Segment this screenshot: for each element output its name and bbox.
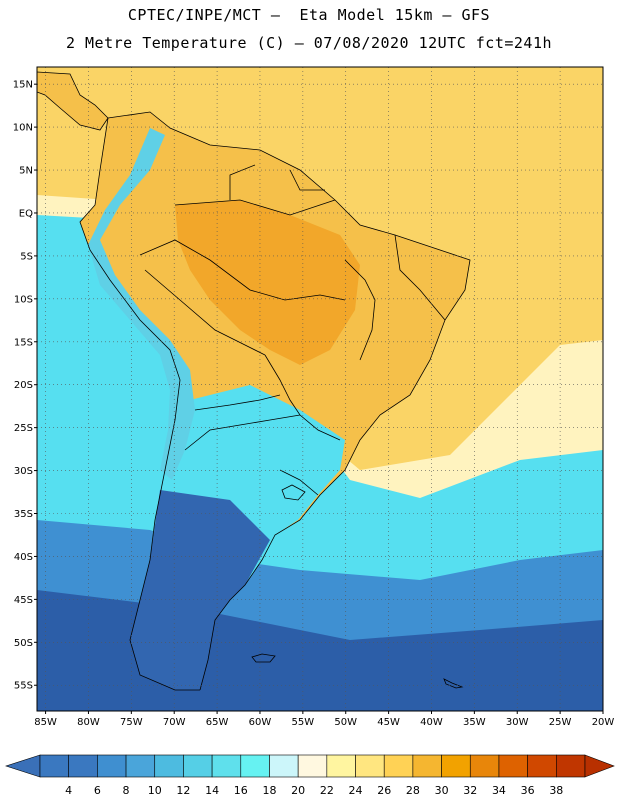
colorbar-label: 36 <box>521 784 535 797</box>
lat-tick-label: 20S <box>14 380 33 391</box>
lon-tick-label: 60W <box>249 717 272 728</box>
colorbar-swatch <box>412 754 442 778</box>
lon-tick-label: 55W <box>292 717 315 728</box>
lat-tick-label: 50S <box>14 638 33 649</box>
colorbar-swatch <box>211 754 242 778</box>
country-borders <box>37 71 471 691</box>
andes-cold-strip <box>88 128 195 480</box>
lon-tick-label: 85W <box>34 717 57 728</box>
colorbar-swatch <box>441 754 471 778</box>
colorbar-label: 30 <box>435 784 449 797</box>
map-area <box>37 67 603 711</box>
longitude-axis: 85W 80W 75W 70W 65W 60W 55W 50W 45W 40W 35W 30W 25W 2… <box>34 711 614 728</box>
south-georgia <box>443 678 464 689</box>
lat-tick-label: 15S <box>14 337 33 348</box>
colorbar-swatch <box>183 754 213 778</box>
lon-tick-label: 30W <box>506 717 529 728</box>
lon-tick-label: 80W <box>77 717 100 728</box>
colorbar-label: 34 <box>492 784 506 797</box>
colorbar-label: 6 <box>94 784 101 797</box>
lat-tick-label: 25S <box>14 423 33 434</box>
colorbar-label: 12 <box>176 784 190 797</box>
colorbar-low-arrow <box>5 754 41 778</box>
colorbar-swatch <box>383 754 414 778</box>
colorbar-label: 22 <box>320 784 334 797</box>
colorbar-swatch <box>556 754 586 778</box>
lon-tick-label: 70W <box>163 717 186 728</box>
lat-tick-label: 35S <box>14 509 33 520</box>
colorbar-label: 28 <box>406 784 420 797</box>
lon-tick-label: 25W <box>549 717 572 728</box>
lat-tick-label: 10N <box>13 123 33 134</box>
lat-tick-label: 40S <box>14 552 33 563</box>
latitude-axis: 15N 10N 5N EQ 5S 10S 15S 20S 25S 30S 35S 40S 45S 50S 5… <box>13 80 37 692</box>
lat-tick-label: 45S <box>14 595 33 606</box>
colorbar-swatch <box>68 754 98 778</box>
colorbar-label: 26 <box>377 784 391 797</box>
colorbar-label: 32 <box>463 784 477 797</box>
colorbar-label: 14 <box>205 784 219 797</box>
colorbar-high-arrow <box>584 754 615 778</box>
colorbar-swatch <box>269 754 299 778</box>
graticule <box>37 67 603 711</box>
colorbar-swatch <box>125 754 156 778</box>
colorbar-label: 18 <box>262 784 276 797</box>
lon-tick-label: 50W <box>334 717 357 728</box>
lon-tick-label: 40W <box>420 717 443 728</box>
central-america-land <box>37 72 108 130</box>
colorbar-label: 38 <box>549 784 563 797</box>
lat-tick-label: 15N <box>13 80 33 91</box>
lon-tick-label: 35W <box>463 717 486 728</box>
colorbar-label: 16 <box>234 784 248 797</box>
lon-tick-label: 20W <box>592 717 615 728</box>
lat-tick-label: 30S <box>14 466 33 477</box>
colorbar-swatch <box>326 754 356 778</box>
colorbar-swatch <box>297 754 328 778</box>
hot-interior-brazil <box>175 200 360 365</box>
colorbar-swatch <box>498 754 528 778</box>
lon-tick-label: 65W <box>206 717 229 728</box>
colorbar-swatch <box>240 754 270 778</box>
patagonia-cold-land <box>130 490 270 690</box>
lat-tick-label: 55S <box>14 681 33 692</box>
lon-tick-label: 45W <box>377 717 400 728</box>
colorbar-swatch <box>39 754 69 778</box>
lat-tick-label: 5N <box>19 166 33 177</box>
colorbar-label: 20 <box>291 784 305 797</box>
colorbar-swatch <box>527 754 557 778</box>
map-title-line2: 2 Metre Temperature (C) – 07/08/2020 12U… <box>65 34 553 52</box>
colorbar-swatch <box>97 754 127 778</box>
lat-tick-label: 5S <box>20 251 33 262</box>
lat-tick-label: EQ <box>19 208 33 219</box>
colorbar <box>5 754 615 778</box>
colorbar-label: 8 <box>123 784 130 797</box>
map-title-line1: CPTEC/INPE/MCT – Eta Model 15km – GFS <box>127 6 491 24</box>
map-frame <box>36 66 604 712</box>
colorbar-swatch <box>469 754 500 778</box>
lon-tick-label: 75W <box>120 717 143 728</box>
colorbar-label: 4 <box>65 784 72 797</box>
colorbar-label: 24 <box>349 784 363 797</box>
falkland-islands <box>251 653 276 663</box>
colorbar-swatch <box>154 754 184 778</box>
colorbar-swatch <box>355 754 385 778</box>
colorbar-label: 10 <box>148 784 162 797</box>
colorbar-labels: 4 6 8 10 12 14 16 18 20 22 24 26 28 30 32 34 36 38 <box>65 784 563 797</box>
lat-tick-label: 10S <box>14 294 33 305</box>
